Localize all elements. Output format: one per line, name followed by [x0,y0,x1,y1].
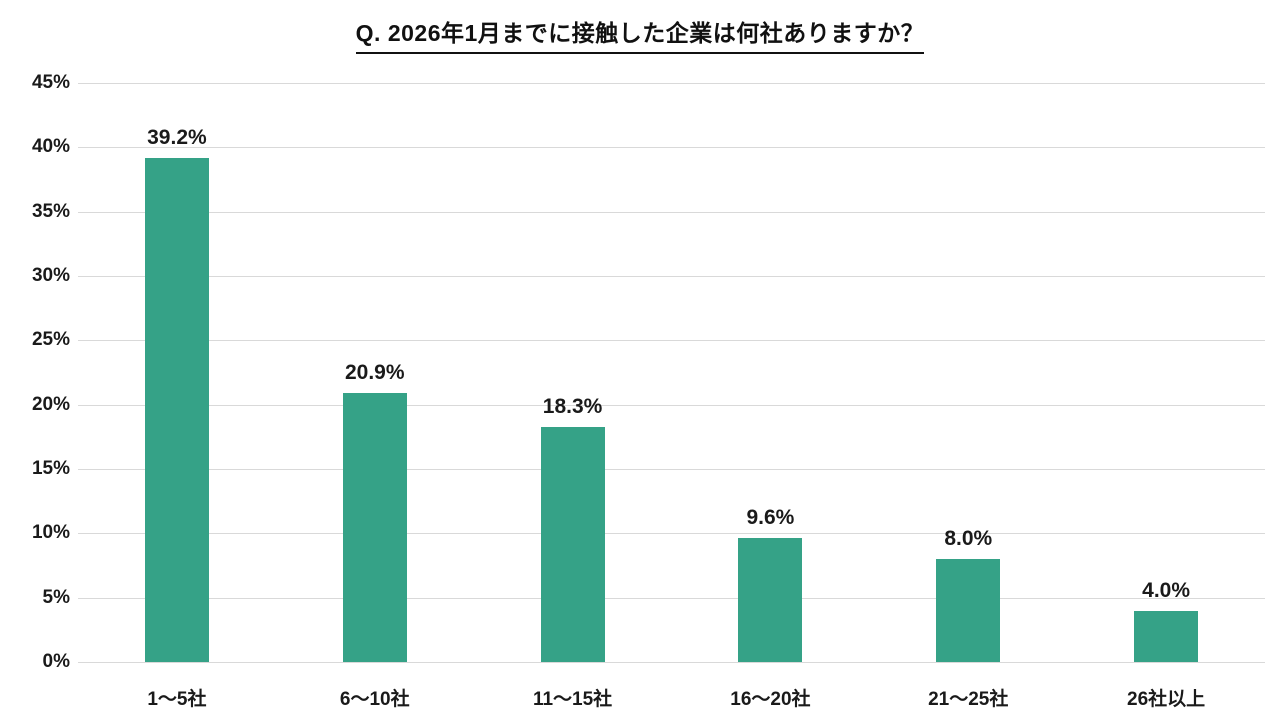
x-axis-category-label: 1～5社 [147,689,207,710]
y-axis-tick-label: 30% [31,265,70,286]
gridline [78,533,1265,535]
gridline [78,597,1265,599]
y-axis-tick-label: 20% [31,393,70,415]
bar [342,393,407,662]
y-axis-tick-label: 15% [31,458,70,479]
gridline [78,469,1265,470]
bar [144,157,209,662]
bar [738,538,803,662]
chart-title: Q. 2026年1月までに接触した企業は何社ありますか？ [355,14,925,54]
chart-title-wrap: Q. 2026年1月までに接触した企業は何社ありますか？ [0,14,1280,54]
bar-value-label: 18.3% [542,394,603,418]
bar [540,426,605,662]
gridline [78,211,1265,213]
y-axis-tick-label: 10% [31,522,70,544]
y-axis-tick-label: 25% [31,329,70,351]
x-axis-category-label: 6～10社 [339,689,410,710]
plot-area: 39.2% 20.9% 18.3% 9.6% 8.0% 4.0% [78,83,1265,663]
gridline [78,404,1265,406]
y-axis-tick-label: 35% [31,200,70,222]
y-axis-tick-label: 5% [42,586,70,608]
bar-value-label: 4.0% [1142,578,1191,602]
gridline [78,276,1265,277]
gridline [78,147,1265,149]
bar-value-label: 8.0% [944,527,993,551]
y-axis-tick-label: 45% [31,72,70,93]
bar-value-label: 9.6% [746,506,795,530]
y-axis-tick-label: 40% [31,136,70,158]
x-axis-category-label: 26社以上 [1127,689,1206,710]
x-axis-category-label: 16～20社 [730,689,811,710]
gridline [78,340,1265,342]
bar-value-label: 20.9% [344,361,405,385]
y-axis-tick-label: 0% [42,651,70,672]
x-axis-category-label: 11～15社 [532,689,613,710]
bar [936,559,1001,662]
gridline [78,662,1265,663]
bar [1134,610,1199,662]
gridline [78,83,1265,84]
bar-value-label: 39.2% [147,125,207,149]
x-axis-category-label: 21～25社 [928,689,1009,710]
